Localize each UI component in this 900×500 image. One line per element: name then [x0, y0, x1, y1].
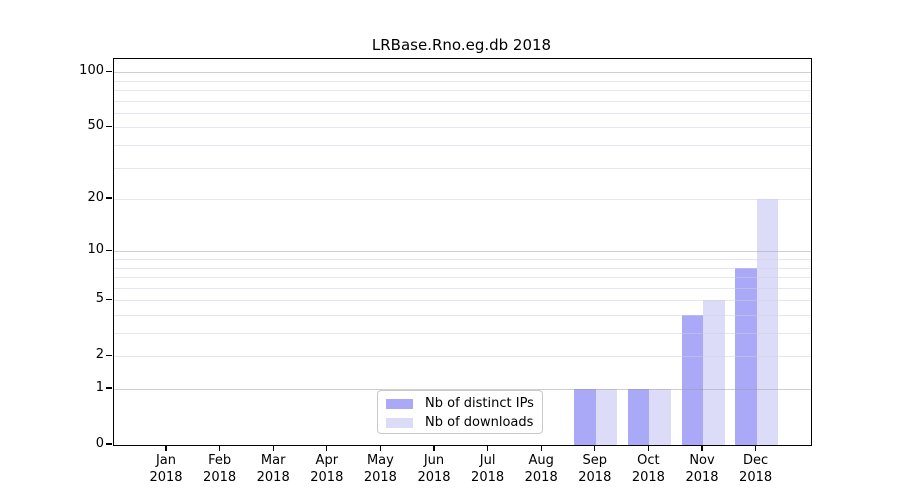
- x-axis-tick: [272, 445, 274, 452]
- bars-layer: [114, 59, 811, 445]
- bar-nb-of-distinct-ips: [681, 315, 703, 445]
- legend-label: Nb of downloads: [425, 415, 534, 430]
- gridline-minor: [114, 259, 811, 260]
- x-axis-tick: [647, 445, 650, 452]
- y-axis-tick: [106, 197, 112, 199]
- gridline-minor: [114, 112, 811, 114]
- gridline-major: [114, 72, 811, 74]
- x-axis-tick: [754, 445, 757, 452]
- gridline-minor: [114, 315, 811, 316]
- y-axis-tick: [106, 298, 112, 300]
- x-axis-tick: [540, 445, 542, 452]
- y-axis-tick: [106, 125, 112, 128]
- x-axis-tick: [486, 445, 489, 452]
- y-axis-tick: [106, 443, 112, 445]
- bar-nb-of-downloads: [703, 300, 725, 445]
- gridline-minor: [114, 333, 811, 334]
- x-axis-tick: [379, 445, 382, 452]
- x-tick-label: Aug 2018: [524, 453, 558, 485]
- gridline-minor: [114, 277, 811, 278]
- x-tick-label: Feb 2018: [203, 453, 237, 485]
- x-axis-tick: [701, 445, 703, 452]
- y-tick-label: 1: [95, 380, 104, 395]
- bar-nb-of-downloads: [756, 199, 779, 445]
- x-tick-label: Nov 2018: [685, 453, 719, 485]
- x-tick-label: Jun 2018: [417, 453, 451, 485]
- gridline-major: [114, 251, 811, 253]
- x-tick-label: Jan 2018: [149, 453, 183, 485]
- y-tick-label: 50: [87, 118, 104, 134]
- bar-nb-of-distinct-ips: [735, 267, 757, 445]
- legend-item: Nb of downloads: [378, 413, 542, 432]
- gridline-minor: [114, 300, 811, 302]
- y-tick-label: 2: [95, 347, 104, 363]
- x-tick-label: May 2018: [363, 453, 397, 485]
- legend-label: Nb of distinct IPs: [425, 396, 534, 411]
- bar-nb-of-downloads: [595, 389, 618, 445]
- y-axis-tick: [106, 354, 112, 356]
- y-axis-tick: [106, 70, 112, 72]
- x-axis-tick: [165, 445, 167, 452]
- gridline-minor: [114, 199, 811, 201]
- legend-swatch-icon: [386, 398, 413, 409]
- y-axis-tick: [106, 387, 112, 389]
- legend-swatch-icon: [386, 417, 413, 428]
- legend-items: Nb of distinct IPs Nb of downloads: [378, 394, 542, 432]
- bar-nb-of-downloads: [649, 389, 671, 445]
- gridline-minor: [114, 100, 811, 102]
- x-tick-label: Dec 2018: [739, 453, 773, 485]
- x-axis-tick: [218, 445, 221, 452]
- x-tick-label: Oct 2018: [631, 453, 665, 485]
- x-tick-label: Sep 2018: [578, 453, 612, 485]
- x-axis-tick: [433, 445, 435, 452]
- gridline-minor: [114, 267, 811, 269]
- y-tick-label: 5: [95, 291, 104, 307]
- gridline-minor: [114, 145, 811, 146]
- x-tick-label: Jul 2018: [471, 453, 505, 485]
- gridline-minor: [114, 356, 811, 358]
- x-axis-tick: [326, 445, 328, 452]
- x-tick-label: Mar 2018: [256, 453, 290, 485]
- bar-nb-of-distinct-ips: [627, 389, 650, 445]
- gridline-minor: [114, 167, 811, 169]
- bar-nb-of-distinct-ips: [574, 389, 596, 445]
- gridline-minor: [114, 287, 811, 289]
- legend: Nb of distinct IPs Nb of downloads: [377, 390, 543, 434]
- gridline-minor: [114, 80, 811, 82]
- y-tick-label: 0: [95, 436, 104, 451]
- y-tick-label: 100: [79, 63, 104, 79]
- y-axis-tick: [106, 249, 112, 251]
- chart-title: LRBase.Rno.eg.db 2018: [371, 36, 552, 54]
- gridline-minor: [114, 90, 811, 91]
- gridline-minor: [114, 127, 811, 129]
- y-tick-label: 20: [87, 190, 104, 206]
- x-tick-label: Apr 2018: [310, 453, 344, 485]
- x-axis-tick: [594, 445, 596, 452]
- legend-item: Nb of distinct IPs: [378, 394, 542, 413]
- plot-area: [113, 58, 812, 446]
- grid-layer: [114, 59, 811, 445]
- y-tick-label: 10: [87, 242, 104, 258]
